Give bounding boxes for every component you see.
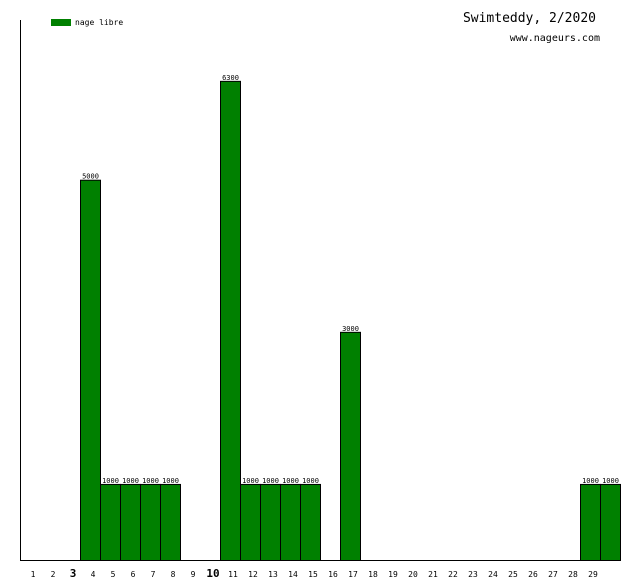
bar-12 <box>260 483 281 561</box>
data-label-16: 3000 <box>342 325 359 333</box>
x-tick-28: 28 <box>568 570 578 579</box>
x-tick-19: 19 <box>388 570 398 579</box>
x-tick-20: 20 <box>408 570 418 579</box>
data-label-3: 5000 <box>82 173 99 181</box>
x-tick-27: 27 <box>548 570 558 579</box>
bar-3 <box>80 179 101 561</box>
data-label-14: 1000 <box>302 477 319 485</box>
data-label-12: 1000 <box>262 477 279 485</box>
x-tick-12: 12 <box>248 570 258 579</box>
chart-title: Swimteddy, 2/2020 <box>463 11 596 26</box>
bar-11 <box>240 483 261 561</box>
bars <box>80 80 621 562</box>
legend-swatch <box>51 19 71 26</box>
data-label-4: 1000 <box>102 477 119 485</box>
data-label-28: 1000 <box>582 477 599 485</box>
x-tick-23: 23 <box>468 570 478 579</box>
bar-4 <box>100 483 121 561</box>
chart-subtitle: www.nageurs.com <box>510 33 600 44</box>
x-tick-6: 6 <box>131 570 136 579</box>
legend-label: nage libre <box>75 18 123 27</box>
x-tick-18: 18 <box>368 570 378 579</box>
data-label-7: 1000 <box>162 477 179 485</box>
bar-6 <box>140 483 161 561</box>
x-tick-10: 10 <box>206 567 219 580</box>
bar-13 <box>280 483 301 561</box>
data-label-10: 6300 <box>222 74 239 82</box>
x-tick-16: 16 <box>328 570 338 579</box>
x-tick-4: 4 <box>91 570 96 579</box>
x-tick-15: 15 <box>308 570 318 579</box>
data-label-11: 1000 <box>242 477 259 485</box>
x-tick-22: 22 <box>448 570 458 579</box>
bar-28 <box>580 483 601 561</box>
data-label-29: 1000 <box>602 477 619 485</box>
x-tick-5: 5 <box>111 570 116 579</box>
bar-29 <box>600 483 621 561</box>
x-tick-9: 9 <box>191 570 196 579</box>
x-tick-labels: 1 2 3 4 5 6 7 8 9 10 11 12 13 14 15 16 17 18 19 20 21 22 23 24 2… <box>31 567 598 580</box>
bar-14 <box>300 483 321 561</box>
data-label-6: 1000 <box>142 477 159 485</box>
x-tick-13: 13 <box>268 570 278 579</box>
x-tick-8: 8 <box>171 570 176 579</box>
x-tick-11: 11 <box>228 570 238 579</box>
data-label-5: 1000 <box>122 477 139 485</box>
bar-16 <box>340 331 361 562</box>
x-tick-29: 29 <box>588 570 598 579</box>
x-tick-21: 21 <box>428 570 438 579</box>
bar-5 <box>120 483 141 561</box>
bar-10 <box>220 80 241 562</box>
data-label-13: 1000 <box>282 477 299 485</box>
x-tick-26: 26 <box>528 570 538 579</box>
x-tick-17: 17 <box>348 570 358 579</box>
x-tick-7: 7 <box>151 570 156 579</box>
x-tick-3: 3 <box>70 567 77 580</box>
x-tick-24: 24 <box>488 570 498 579</box>
x-tick-1: 1 <box>31 570 36 579</box>
x-tick-2: 2 <box>51 570 56 579</box>
x-tick-25: 25 <box>508 570 518 579</box>
bar-7 <box>160 483 181 561</box>
x-tick-14: 14 <box>288 570 298 579</box>
